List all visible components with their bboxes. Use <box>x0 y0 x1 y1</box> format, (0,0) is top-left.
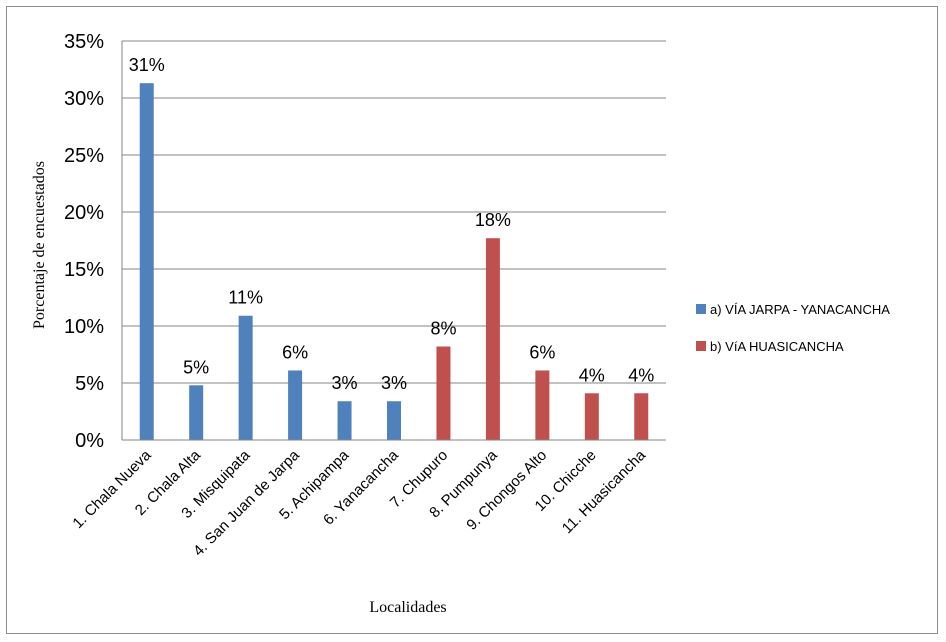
data-label: 3% <box>381 373 407 393</box>
legend-label: a) VÍA JARPA - YANACANCHA <box>710 302 890 317</box>
legend-swatch <box>696 341 706 351</box>
x-tick-label: 1. Chala Nueva <box>69 446 155 532</box>
y-tick-label: 5% <box>75 373 104 395</box>
bar <box>238 315 253 440</box>
bar <box>634 393 649 440</box>
data-label: 8% <box>430 319 456 339</box>
data-label: 18% <box>475 210 511 230</box>
y-tick-label: 20% <box>64 202 104 224</box>
gridlines <box>122 40 666 384</box>
bars <box>139 83 649 441</box>
data-label: 31% <box>129 55 165 75</box>
data-labels: 31% 5% 11% 6% 3% 3% 8% 18% 6% 4% 4% <box>129 55 655 393</box>
legend-label: b) VíA HUASICANCHA <box>710 339 844 354</box>
data-label: 6% <box>282 342 308 362</box>
data-label: 11% <box>228 288 263 308</box>
data-label: 4% <box>628 365 654 385</box>
y-tick-label: 35% <box>64 31 104 53</box>
bar <box>485 238 500 440</box>
y-tick-label: 30% <box>64 88 104 110</box>
bar <box>387 401 401 440</box>
x-tick-label: 11. Huasicancha <box>559 446 650 537</box>
data-label: 4% <box>579 365 605 385</box>
x-axis-title: Localidades <box>369 599 446 616</box>
y-tick-label: 15% <box>64 259 104 281</box>
data-label: 5% <box>183 357 209 377</box>
y-tick-label: 25% <box>64 145 104 167</box>
y-axis-title: Porcentaje de encuestados <box>31 161 48 329</box>
bar <box>288 370 303 440</box>
bar <box>139 83 154 441</box>
legend-swatch <box>696 304 706 314</box>
y-axis-ticks: 0% 5% 10% 15% 20% 25% 30% 35% <box>64 31 104 452</box>
bar <box>584 393 599 440</box>
bar <box>189 385 204 440</box>
data-label: 6% <box>529 342 555 362</box>
bar <box>535 370 550 440</box>
chart-frame <box>6 6 938 634</box>
bar <box>436 346 451 440</box>
legend: a) VÍA JARPA - YANACANCHA b) VíA HUASICAN… <box>696 302 890 354</box>
y-tick-label: 10% <box>64 316 104 338</box>
data-label: 3% <box>332 373 358 393</box>
bar <box>337 401 352 440</box>
y-tick-label: 0% <box>75 430 104 452</box>
